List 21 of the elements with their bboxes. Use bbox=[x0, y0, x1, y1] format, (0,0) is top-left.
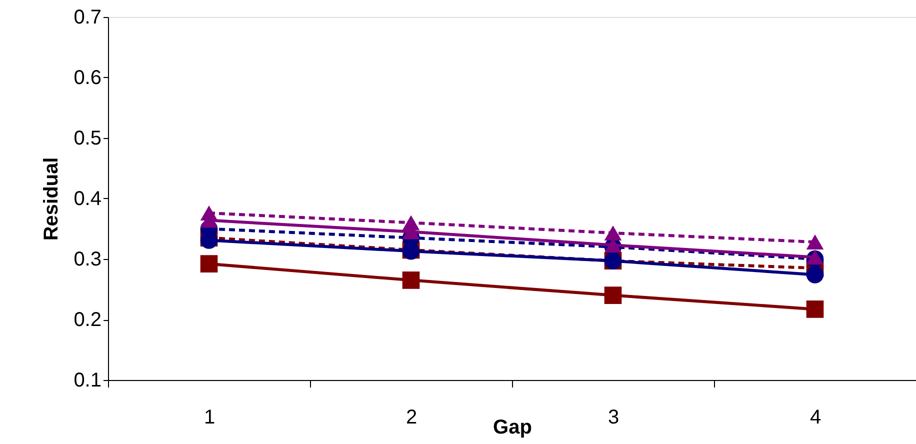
x-tick-label: 3 bbox=[608, 406, 620, 428]
point bbox=[604, 286, 622, 304]
point bbox=[402, 272, 420, 289]
x-tick-label: 2 bbox=[406, 406, 418, 428]
y-tick-label: 0.7 bbox=[74, 6, 102, 28]
y-tick-label: 0.2 bbox=[74, 309, 102, 331]
point bbox=[806, 234, 824, 250]
point bbox=[200, 255, 218, 272]
y-tick-label: 0.4 bbox=[74, 188, 102, 210]
point bbox=[806, 300, 824, 318]
point bbox=[806, 250, 824, 265]
x-tick-label: 1 bbox=[204, 406, 216, 428]
x-tick-label: 4 bbox=[810, 406, 822, 428]
y-tick-label: 0.5 bbox=[74, 128, 102, 150]
y-tick-label: 0.6 bbox=[74, 67, 102, 89]
y-tick-label: 0.3 bbox=[74, 248, 102, 270]
y-axis-title: Residual bbox=[40, 157, 63, 241]
point bbox=[806, 266, 824, 284]
x-axis-title: Gap bbox=[493, 416, 532, 438]
point bbox=[604, 225, 622, 240]
y-tick-label: 0.1 bbox=[74, 370, 102, 392]
